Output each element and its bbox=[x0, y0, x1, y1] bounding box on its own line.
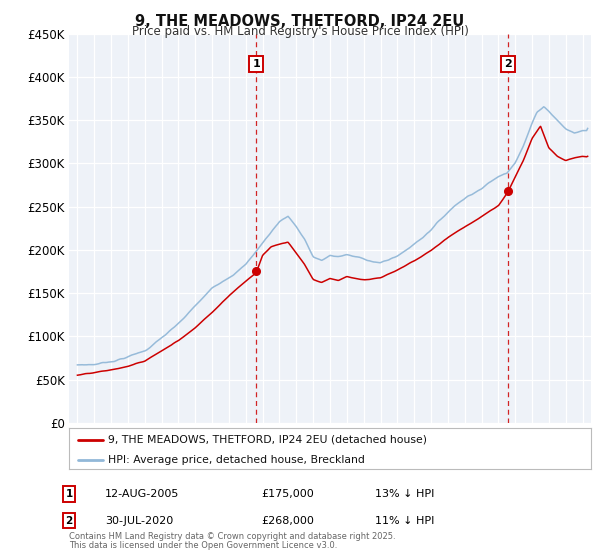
Text: Contains HM Land Registry data © Crown copyright and database right 2025.: Contains HM Land Registry data © Crown c… bbox=[69, 532, 395, 541]
Text: 12-AUG-2005: 12-AUG-2005 bbox=[105, 489, 179, 499]
Text: 1: 1 bbox=[65, 489, 73, 499]
Text: HPI: Average price, detached house, Breckland: HPI: Average price, detached house, Brec… bbox=[108, 455, 365, 465]
Text: 30-JUL-2020: 30-JUL-2020 bbox=[105, 516, 173, 526]
Text: 1: 1 bbox=[253, 59, 260, 69]
Text: 11% ↓ HPI: 11% ↓ HPI bbox=[375, 516, 434, 526]
Text: £175,000: £175,000 bbox=[261, 489, 314, 499]
Text: Price paid vs. HM Land Registry's House Price Index (HPI): Price paid vs. HM Land Registry's House … bbox=[131, 25, 469, 38]
Text: 9, THE MEADOWS, THETFORD, IP24 2EU: 9, THE MEADOWS, THETFORD, IP24 2EU bbox=[136, 14, 464, 29]
Text: 2: 2 bbox=[65, 516, 73, 526]
Text: £268,000: £268,000 bbox=[261, 516, 314, 526]
Text: 13% ↓ HPI: 13% ↓ HPI bbox=[375, 489, 434, 499]
Text: 2: 2 bbox=[504, 59, 512, 69]
Text: 9, THE MEADOWS, THETFORD, IP24 2EU (detached house): 9, THE MEADOWS, THETFORD, IP24 2EU (deta… bbox=[108, 435, 427, 445]
Text: This data is licensed under the Open Government Licence v3.0.: This data is licensed under the Open Gov… bbox=[69, 541, 337, 550]
